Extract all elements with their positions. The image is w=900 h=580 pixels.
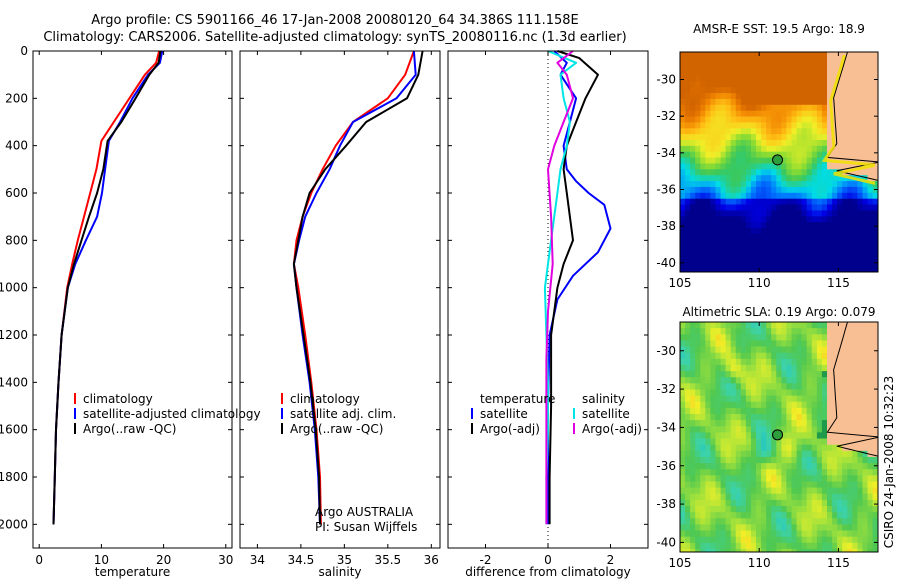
legend-entry: climatology (83, 392, 153, 406)
y-tick-label: -30 (656, 73, 676, 87)
series-line-difference-0 (547, 50, 612, 525)
y-tick-label: 1600 (0, 423, 28, 437)
map-title: AMSR-E SST: 19.5 Argo: 18.9 (693, 22, 865, 36)
argo-float-marker (772, 154, 784, 166)
series-line-salinity-1 (292, 50, 417, 525)
x-tick-label: 110 (748, 556, 771, 570)
y-tick-label: 1000 (0, 281, 28, 295)
y-tick-label: 800 (5, 233, 28, 247)
y-tick-label: 600 (5, 186, 28, 200)
legend-entry: satellite-adjusted climatology (83, 407, 261, 421)
panel-temperature: 0 200 400 600 800 1000 1200 1400 1600 1800 2000 0 10… (0, 44, 261, 579)
x-tick-label: -2 (480, 553, 492, 567)
x-tick-label: 35 (337, 553, 352, 567)
x-tick-label: 30 (218, 553, 233, 567)
coastal-band (821, 55, 875, 185)
legend-entry: satellite (480, 407, 528, 421)
legend-entry: Argo(-adj) (480, 422, 540, 436)
y-tick-label: -38 (656, 497, 676, 511)
series-line-temperature-1 (52, 50, 164, 525)
x-tick-label: 34.5 (288, 553, 315, 567)
legend-entry: climatology (290, 392, 360, 406)
panel-salinity: 34 34.5 35 35.5 36 salinity climatologysatelli… (239, 50, 441, 579)
map-title: Altimetric SLA: 0.19 Argo: 0.079 (682, 305, 875, 319)
map-frame (679, 321, 879, 553)
map-sla_map: -30 -32 -34 -36 -38 -40 105 110 115 Altimetric SL… (656, 305, 879, 570)
y-tick-label: -36 (656, 459, 676, 473)
legend-entry: Argo(-adj) (582, 422, 642, 436)
series-line-difference-2 (543, 50, 578, 525)
x-tick-label: 105 (669, 276, 692, 290)
y-tick-label: -32 (656, 109, 676, 123)
x-tick-label: 34 (250, 553, 265, 567)
legend-entry: satellite (582, 407, 630, 421)
panel-annotation: Argo AUSTRALIA (315, 505, 414, 519)
x-tick-label: 10 (94, 553, 109, 567)
plot-frame (239, 50, 441, 549)
y-tick-label: -32 (656, 382, 676, 396)
legend-group-title: salinity (582, 392, 625, 406)
x-axis-label: salinity (318, 565, 361, 579)
y-tick-label: 0 (20, 44, 28, 58)
argo-float-marker (772, 429, 784, 441)
x-tick-label: 115 (827, 556, 850, 570)
y-tick-label: -38 (656, 219, 676, 233)
series-line-salinity-2 (292, 50, 424, 525)
side-timestamp: CSIRO 24-Jan-2008 10:32:23 (882, 376, 896, 548)
legend-group-title: temperature (480, 392, 555, 406)
figure-title-line1: Argo profile: CS 5901166_46 17-Jan-2008 … (91, 13, 579, 28)
coastline (826, 52, 878, 181)
series-line-difference-1 (548, 50, 599, 525)
y-tick-label: -34 (656, 420, 676, 434)
y-tick-label: 1400 (0, 375, 28, 389)
y-tick-label: -34 (656, 146, 676, 160)
x-tick-label: 105 (669, 556, 692, 570)
x-tick-label: 110 (748, 276, 771, 290)
map-field (680, 322, 878, 552)
y-tick-label: -40 (656, 256, 676, 270)
coastline (826, 322, 878, 457)
legend-entry: Argo(..raw -QC) (290, 422, 383, 436)
series-line-temperature-0 (52, 50, 161, 525)
plot-frame (32, 50, 233, 549)
y-tick-label: 1200 (0, 328, 28, 342)
series-line-difference-3 (545, 50, 574, 525)
x-tick-label: 0 (35, 553, 43, 567)
x-tick-label: 36 (424, 553, 439, 567)
x-axis-label: difference from climatology (465, 565, 631, 579)
x-tick-label: 0 (544, 553, 552, 567)
x-tick-label: 115 (827, 276, 850, 290)
x-tick-label: 20 (156, 553, 171, 567)
y-tick-label: -30 (656, 344, 676, 358)
map-sst_map: -30 -32 -34 -36 -38 -40 105 110 115 AMSR-E SST: 1… (656, 22, 879, 290)
x-tick-label: 35.5 (374, 553, 401, 567)
x-axis-label: temperature (95, 565, 170, 579)
y-tick-label: 400 (5, 139, 28, 153)
figure-title-line2: Climatology: CARS2006. Satellite-adjuste… (43, 30, 627, 45)
x-tick-label: 2 (607, 553, 615, 567)
y-tick-label: 2000 (0, 517, 28, 531)
legend-entry: Argo(..raw -QC) (83, 422, 176, 436)
y-tick-label: 1800 (0, 470, 28, 484)
map-frame (679, 51, 879, 273)
panel-annotation: PI: Susan Wijffels (315, 520, 417, 534)
y-tick-label: -40 (656, 535, 676, 549)
legend-entry: satellite adj. clim. (290, 407, 396, 421)
map-field (680, 52, 878, 272)
y-tick-label: 200 (5, 91, 28, 105)
y-tick-label: -36 (656, 183, 676, 197)
series-line-temperature-2 (52, 50, 162, 525)
